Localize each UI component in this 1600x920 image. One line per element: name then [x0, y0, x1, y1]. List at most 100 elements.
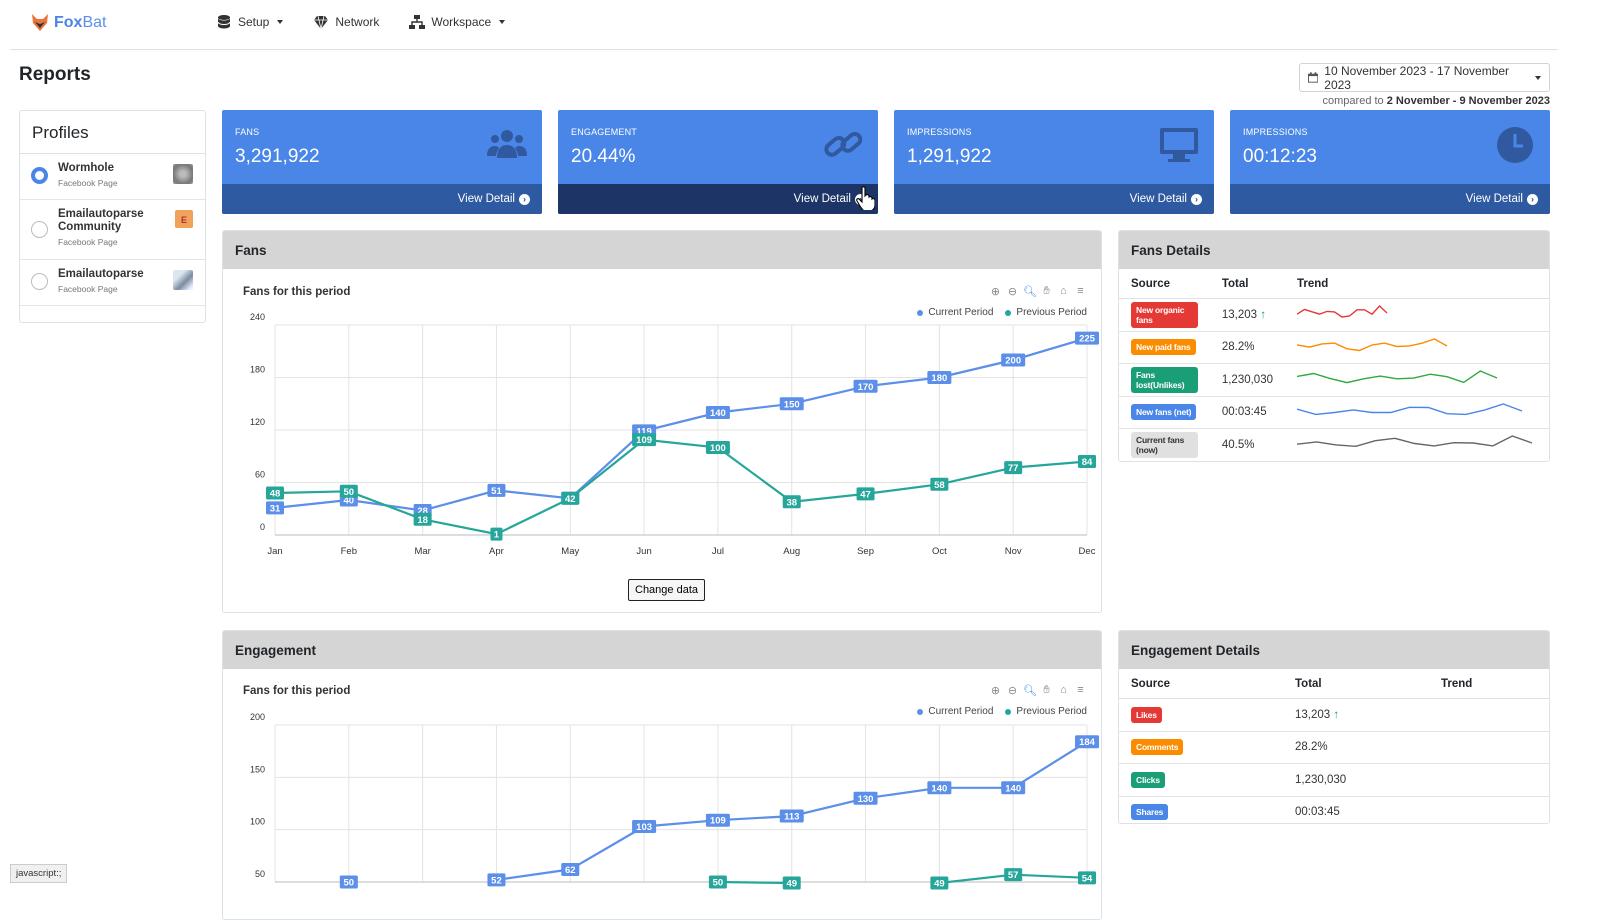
legend-dot [1005, 708, 1012, 715]
source-badge: New paid fans [1131, 339, 1196, 356]
engagement-chart-legend: Current Period Previous Period [917, 706, 1087, 717]
nav-workspace[interactable]: Workspace [409, 14, 506, 30]
legend-current[interactable]: Current Period [917, 307, 993, 318]
total-cell: 40.5% [1209, 428, 1285, 461]
menu-icon[interactable]: ≡ [1077, 684, 1084, 696]
menu-icon[interactable]: ≡ [1077, 285, 1084, 297]
col-trend: Trend [1285, 269, 1549, 299]
profile-radio[interactable] [31, 273, 48, 290]
x-tick-label: Apr [489, 546, 504, 557]
zoom-out-icon[interactable]: ⊖ [1007, 685, 1018, 697]
view-detail-label: View Detail [793, 193, 851, 205]
source-cell: Comments [1119, 731, 1283, 764]
compared-prefix: compared to [1322, 95, 1384, 107]
data-label: 49 [934, 879, 945, 890]
fans-details-card: Fans Details Source Total Trend New orga… [1118, 230, 1550, 462]
date-range-label: 10 November 2023 - 17 November 2023 [1324, 63, 1510, 92]
x-tick-label: Dec [1079, 546, 1096, 557]
data-label: 109 [710, 816, 726, 827]
clock-icon [1497, 127, 1533, 163]
change-data-button[interactable]: Change data [628, 579, 705, 601]
data-label-box [1004, 868, 1023, 882]
date-range-picker[interactable]: 10 November 2023 - 17 November 2023 [1299, 63, 1550, 92]
x-tick-label: Aug [783, 546, 800, 557]
nav-setup[interactable]: Setup [216, 14, 284, 30]
total-value: 00:03:45 [1221, 406, 1267, 419]
data-label: 47 [860, 489, 871, 500]
profile-item-emailautoparse-community[interactable]: Emailautoparse Community Facebook Page E [20, 200, 205, 260]
data-label-box [339, 484, 358, 498]
y-tick-label: 150 [250, 764, 265, 774]
data-label: 50 [713, 878, 724, 889]
source-badge: Shares [1131, 804, 1169, 821]
series-line [274, 337, 1088, 512]
profile-radio[interactable] [31, 221, 48, 238]
data-label: 140 [931, 783, 947, 794]
profile-radio[interactable] [31, 167, 48, 184]
fans-details-table: Source Total Trend New organic fans 13,20… [1119, 269, 1549, 461]
main-nav: Setup Network Workspace [216, 14, 506, 30]
source-badge: Clicks [1131, 771, 1165, 788]
data-label-box [1001, 353, 1026, 367]
profile-item-wormhole[interactable]: Wormhole Facebook Page [20, 154, 205, 200]
data-label-box [632, 820, 657, 834]
zoom-in-icon[interactable]: ⊕ [990, 685, 1001, 697]
arrow-circle-right-icon: › [1191, 193, 1202, 205]
comparison-range: compared to 2 November - 9 November 2023 [1323, 95, 1550, 107]
data-label: 170 [858, 382, 874, 393]
zoom-out-icon[interactable]: ⊖ [1007, 286, 1018, 298]
trend-cell [1285, 428, 1549, 461]
legend-current[interactable]: Current Period [917, 706, 993, 717]
reset-home-icon[interactable]: ⌂ [1060, 285, 1067, 297]
zoom-in-icon[interactable]: ⊕ [990, 286, 1001, 298]
source-badge: Fans lost(Unlikes) [1131, 366, 1198, 393]
brand-name-bold: Fox [54, 14, 83, 31]
view-detail-link-engagement[interactable]: View Detail › [558, 184, 878, 214]
diamond-icon [314, 15, 329, 30]
zoom-select-icon[interactable]: 🔍︎ [1023, 286, 1037, 298]
legend-current-label: Current Period [928, 706, 994, 717]
users-icon [487, 130, 527, 158]
data-label-box [853, 379, 878, 393]
view-detail-link-fans[interactable]: View Detail › [222, 184, 542, 214]
legend-previous[interactable]: Previous Period [1005, 307, 1087, 318]
total-value: 1,230,030 [1221, 373, 1273, 386]
data-label-box [779, 397, 804, 411]
nav-network-label: Network [335, 15, 380, 29]
data-label-box [930, 876, 949, 890]
data-label-box [782, 876, 801, 890]
col-source: Source [1119, 269, 1210, 299]
data-label-box [930, 477, 949, 491]
engagement-chart-title: Fans for this period [243, 685, 351, 697]
legend-previous[interactable]: Previous Period [1005, 706, 1087, 717]
table-row: Current fans (now) 40.5% [1119, 428, 1549, 461]
brand-logo[interactable]: FoxBat [30, 12, 106, 34]
legend-dot [1005, 309, 1012, 316]
view-detail-link-impressions[interactable]: View Detail › [894, 184, 1214, 214]
pan-hand-icon[interactable]: ✋︎ [1043, 684, 1050, 696]
data-label: 150 [784, 399, 800, 410]
zoom-select-icon[interactable]: 🔍︎ [1023, 685, 1037, 697]
reset-home-icon[interactable]: ⌂ [1060, 684, 1067, 696]
data-label: 113 [784, 812, 799, 823]
data-label-box [339, 875, 358, 889]
engagement-details-table: Source Total Trend Likes 13,203 ↑ Comments… [1119, 669, 1549, 823]
sitemap-icon [409, 15, 426, 29]
pan-hand-icon[interactable]: ✋︎ [1043, 285, 1050, 297]
sparkline-path [1296, 403, 1523, 415]
sparkline-path [1296, 337, 1448, 351]
data-label-box [708, 875, 727, 889]
engagement-card: Engagement Fans for this period ⊕ ⊖ 🔍︎ ✋︎ ⌂ ≡… [222, 630, 1102, 920]
compared-range: 2 November - 9 November 2023 [1386, 95, 1550, 107]
y-tick-label: 200 [250, 712, 265, 722]
view-detail-label: View Detail [1129, 193, 1187, 205]
trend-sparkline [1296, 305, 1388, 318]
nav-network[interactable]: Network [313, 14, 379, 30]
data-label: 52 [491, 875, 502, 886]
fans-chart-legend: Current Period Previous Period [917, 307, 1087, 318]
table-row: Shares 00:03:45 [1119, 796, 1549, 823]
profile-type: Facebook Page [58, 178, 118, 188]
source-cell: New paid fans [1119, 331, 1210, 364]
view-detail-link-impressions-time[interactable]: View Detail › [1230, 184, 1550, 214]
profile-item-emailautoparse[interactable]: Emailautoparse Facebook Page [20, 260, 205, 306]
